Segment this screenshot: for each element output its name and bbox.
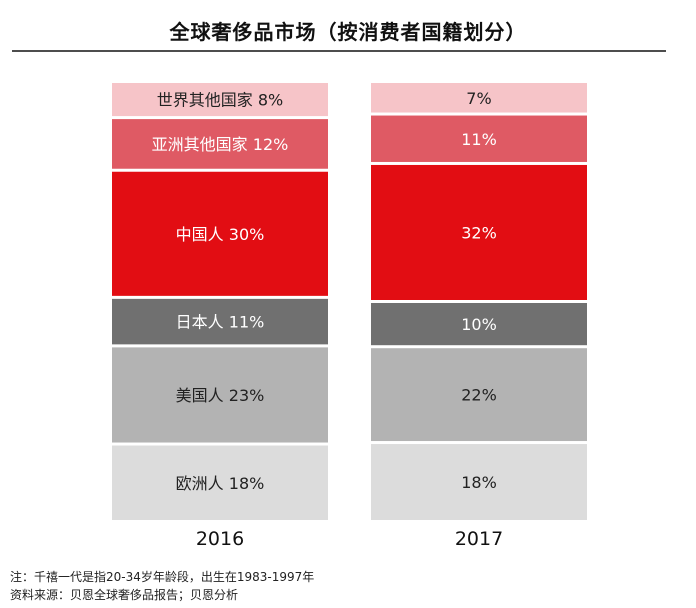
data-label-2016-1: 美国人 23% (176, 386, 265, 405)
category-label-2017: 2017 (455, 528, 503, 550)
bar-segment-2017-1 (371, 348, 587, 442)
bar-segment-2017-2 (371, 303, 587, 346)
footnote-millennials: 注：千禧一代是指20-34岁年龄段，出生在1983-1997年 (10, 570, 315, 584)
data-label-2016-0: 欧洲人 18% (176, 474, 265, 493)
bar-segment-2016-5 (112, 83, 328, 117)
data-label-2017-0: 18% (461, 473, 497, 492)
bar-segment-2017-5 (371, 83, 587, 113)
data-label-2017-2: 10% (461, 315, 497, 334)
category-label-2016: 2016 (196, 528, 244, 550)
data-label-2016-3: 中国人 30% (176, 225, 265, 244)
bar-segment-2016-1 (112, 347, 328, 443)
bar-segment-2017-3 (371, 164, 587, 300)
bar-segment-2016-4 (112, 119, 328, 169)
data-label-2017-1: 22% (461, 386, 497, 405)
bar-segment-2016-0 (112, 445, 328, 520)
bar-segment-2016-3 (112, 171, 328, 296)
bar-segment-2016-2 (112, 298, 328, 345)
data-label-2017-5: 7% (466, 89, 491, 108)
bar-segment-2017-0 (371, 444, 587, 520)
chart-title: 全球奢侈品市场（按消费者国籍划分） (169, 20, 527, 44)
bar-segment-2017-4 (371, 115, 587, 162)
data-label-2017-4: 11% (461, 130, 497, 149)
footnote-source: 资料来源：贝恩全球奢侈品报告；贝恩分析 (10, 588, 239, 602)
data-label-2016-5: 世界其他国家 8% (157, 91, 283, 110)
title-divider (12, 50, 666, 52)
data-label-2016-4: 亚洲其他国家 12% (152, 135, 289, 154)
data-label-2016-2: 日本人 11% (176, 313, 265, 332)
data-label-2017-3: 32% (461, 223, 497, 242)
